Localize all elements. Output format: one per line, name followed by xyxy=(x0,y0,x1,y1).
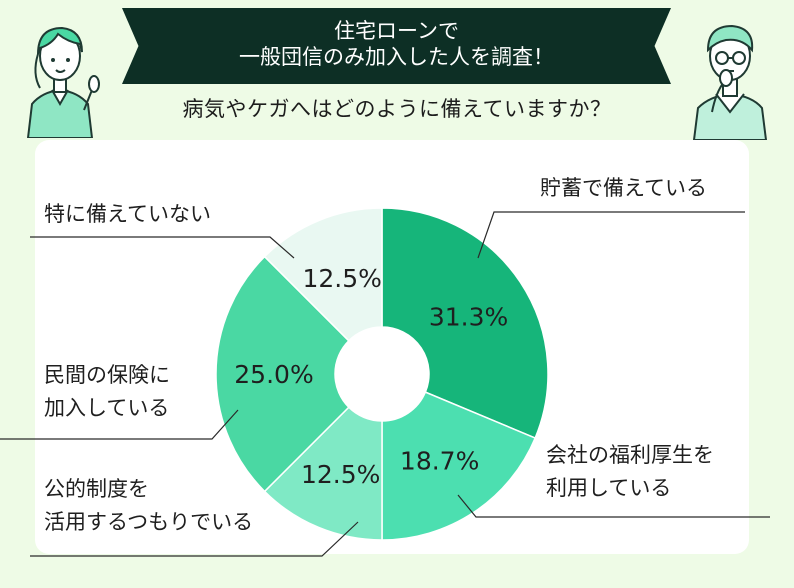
leader-line xyxy=(477,211,745,259)
slice-1 xyxy=(381,207,549,439)
slice-value-label: 31.3% xyxy=(429,302,508,331)
leader-line xyxy=(0,409,239,440)
title-line-2: 一般団信のみ加入した人を調査！ xyxy=(239,45,554,69)
woman-pointing-illustration xyxy=(26,26,100,138)
slice-value-label: 12.5% xyxy=(302,264,381,293)
slice-category-label: 特に備えていない xyxy=(44,202,211,226)
chart-question: 病気やケガへはどのように備えていますか？ xyxy=(182,97,612,121)
leader-line xyxy=(457,494,770,518)
title-banner: 住宅ローンで 一般団信のみ加入した人を調査！ xyxy=(122,8,671,84)
slice-5 xyxy=(263,207,383,342)
slice-category-label: 会社の福利厚生を利用している xyxy=(546,443,714,500)
slice-4 xyxy=(215,255,350,493)
man-thinking-illustration xyxy=(692,24,768,140)
slice-3 xyxy=(263,406,383,541)
slice-value-label: 12.5% xyxy=(301,460,380,489)
slice-value-label: 25.0% xyxy=(234,360,313,389)
slice-2 xyxy=(381,391,537,541)
title-line-1: 住宅ローンで xyxy=(334,19,459,43)
leader-line xyxy=(30,521,359,557)
slice-category-label: 貯蓄で備えている xyxy=(540,176,707,200)
slice-value-label: 18.7% xyxy=(400,447,479,476)
leader-line xyxy=(30,236,295,259)
slice-category-label: 民間の保険に加入している xyxy=(44,363,170,420)
slice-category-label: 公的制度を活用するつもりでいる xyxy=(44,477,253,534)
